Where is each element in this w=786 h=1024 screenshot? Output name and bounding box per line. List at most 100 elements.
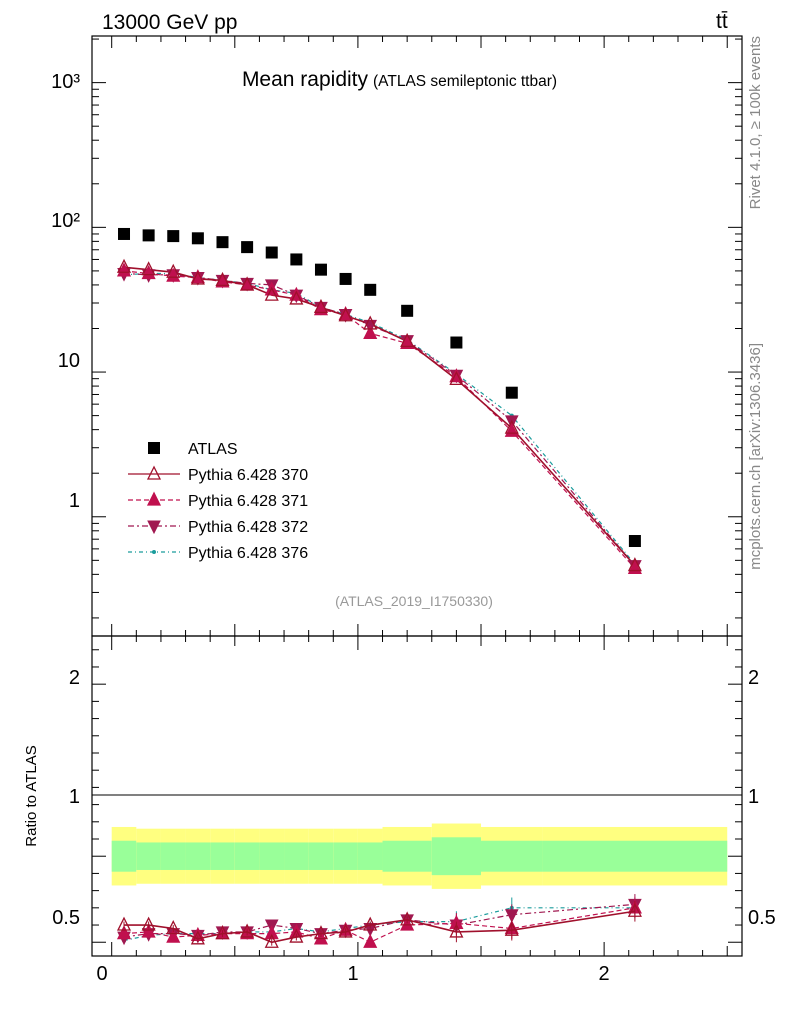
- data-point-370: [400, 332, 415, 347]
- ratio-point-371: [313, 930, 329, 945]
- ratio-y-tick-right-05: 0.5: [748, 907, 776, 929]
- ratio-panel: Ratio to ATLAS 2 1 0.5 2 1 0.5 0 1 2: [23, 635, 776, 985]
- data-point-370: [190, 270, 205, 285]
- data-point-371: [166, 267, 181, 282]
- legend-label-372: Pythia 6.428 372: [188, 519, 308, 536]
- data-point-atlas: [216, 236, 229, 249]
- legend-label-371: Pythia 6.428 371: [188, 493, 308, 510]
- ratio-band-inner: [431, 837, 482, 876]
- legend-markers: [128, 442, 180, 554]
- ratio-frame: [91, 635, 743, 957]
- data-point-371: [313, 301, 329, 316]
- ratio-series-layer: [116, 894, 642, 948]
- ratio-point-371: [116, 925, 132, 940]
- legend-marker-atlas: [148, 442, 160, 454]
- process-label: tt̄: [716, 10, 728, 33]
- legend-marker-370: [146, 465, 162, 480]
- ratio-band-inner: [185, 842, 211, 870]
- x-tick-label-1: 1: [347, 963, 358, 985]
- ratio-bands: [111, 823, 728, 889]
- analysis-label: (ATLAS_2019_I1750330): [335, 593, 493, 609]
- y-tick-label-1: 1: [69, 490, 80, 512]
- ratio-band-inner: [136, 842, 161, 870]
- ratio-point-370: [400, 911, 415, 926]
- data-point-370: [363, 315, 378, 330]
- ratio-band-inner: [259, 842, 285, 870]
- data-point-371: [363, 324, 378, 340]
- series-line-372: [123, 272, 636, 566]
- ratio-ylabel: Ratio to ATLAS: [23, 745, 40, 846]
- ratio-point-371: [400, 916, 415, 931]
- source-label: mcplots.cern.ch [arXiv:1306.3436]: [747, 343, 764, 570]
- main-series-layer: [116, 227, 642, 575]
- ratio-point-370: [190, 930, 205, 945]
- ratio-band-inner: [333, 842, 358, 870]
- data-point-atlas: [505, 386, 518, 399]
- data-point-370: [449, 370, 464, 386]
- data-point-370: [215, 271, 230, 287]
- energy-label: 13000 GeV pp: [102, 11, 237, 34]
- ratio-band-inner: [160, 842, 186, 870]
- ratio-band-inner: [542, 840, 728, 872]
- data-point-atlas: [401, 304, 414, 317]
- ratio-band-inner: [111, 840, 137, 872]
- ratio-point-371: [363, 933, 378, 948]
- x-tick-label-0: 0: [96, 963, 107, 985]
- rivet-version-label: Rivet 4.1.0, ≥ 100k events: [747, 36, 764, 209]
- data-point-atlas: [314, 263, 327, 276]
- ratio-point-370: [141, 916, 156, 931]
- data-point-371: [215, 273, 230, 288]
- data-point-atlas: [241, 241, 254, 254]
- ratio-band-inner: [210, 842, 235, 870]
- ratio-y-tick-left-05: 0.5: [52, 907, 80, 929]
- data-point-370: [504, 419, 519, 434]
- ratio-point-370: [627, 902, 642, 917]
- ratio-line-371: [123, 907, 635, 943]
- ratio-y-tick-right-1: 1: [748, 786, 759, 808]
- data-point-atlas: [265, 246, 278, 259]
- data-point-371: [400, 334, 415, 349]
- series-line-371: [123, 270, 636, 569]
- ratio-band-inner: [234, 842, 260, 870]
- data-point-atlas: [142, 229, 155, 242]
- ratio-point-371: [264, 925, 279, 940]
- ratio-point-370: [363, 916, 378, 931]
- ratio-band-inner: [308, 842, 334, 870]
- ratio-point-370: [215, 925, 230, 940]
- ratio-y-tick-left-2: 2: [69, 667, 80, 689]
- ratio-y-tick-right-2: 2: [748, 667, 759, 689]
- ratio-point-370: [289, 928, 304, 943]
- data-point-370: [141, 261, 156, 276]
- data-point-atlas: [364, 283, 377, 296]
- ratio-line-372: [123, 903, 635, 938]
- data-point-370: [240, 276, 255, 291]
- ratio-point-370: [313, 925, 329, 940]
- legend-marker-372: [147, 520, 161, 535]
- ratio-point-370: [264, 933, 279, 948]
- main-axis-ticks: [92, 36, 742, 636]
- data-point-atlas: [450, 336, 463, 349]
- ratio-point-370: [240, 923, 255, 938]
- data-point-371: [116, 262, 132, 277]
- data-point-370: [166, 263, 181, 278]
- ratio-point-370: [449, 923, 464, 938]
- ratio-band-inner: [284, 842, 309, 870]
- ratio-y-tick-left-1: 1: [69, 786, 80, 808]
- ratio-point-371: [141, 923, 156, 938]
- ratio-point-370: [338, 923, 353, 938]
- legend: ATLAS Pythia 6.428 370 Pythia 6.428 371 …: [128, 441, 308, 562]
- ratio-point-371: [166, 928, 181, 943]
- data-point-atlas: [118, 227, 131, 240]
- data-point-atlas: [290, 253, 303, 266]
- x-tick-label-2: 2: [598, 963, 609, 985]
- y-tick-label-100: 10²: [51, 210, 80, 232]
- data-point-atlas: [191, 232, 204, 245]
- legend-label-370: Pythia 6.428 370: [188, 467, 308, 484]
- ratio-point-370: [166, 920, 181, 935]
- data-point-atlas: [628, 535, 641, 548]
- legend-label-376: Pythia 6.428 376: [188, 545, 308, 562]
- y-tick-label-10: 10: [58, 350, 80, 372]
- legend-marker-376: [152, 550, 156, 554]
- data-point-370: [264, 286, 279, 301]
